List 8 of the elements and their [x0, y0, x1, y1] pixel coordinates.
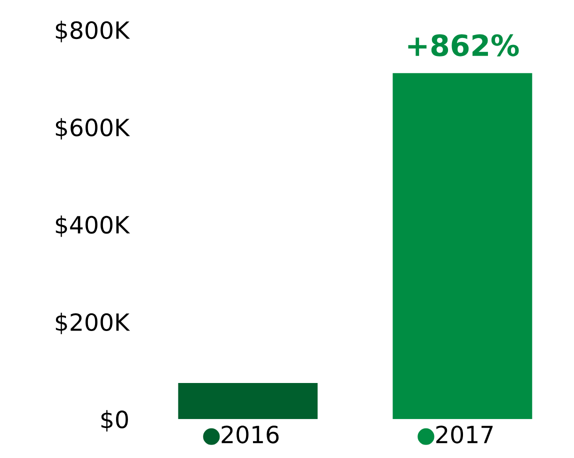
y-tick-label: $200K: [56, 312, 130, 334]
x-tick-label: 2017: [436, 426, 493, 444]
y-tick-label: $600K: [56, 118, 130, 140]
y-tick-label: $400K: [56, 215, 130, 237]
y-tick-label: $0: [101, 410, 128, 432]
annotation: +862%: [408, 34, 519, 56]
y-tick-label: $800K: [56, 20, 130, 42]
x-tick-label: 2016: [222, 426, 279, 444]
